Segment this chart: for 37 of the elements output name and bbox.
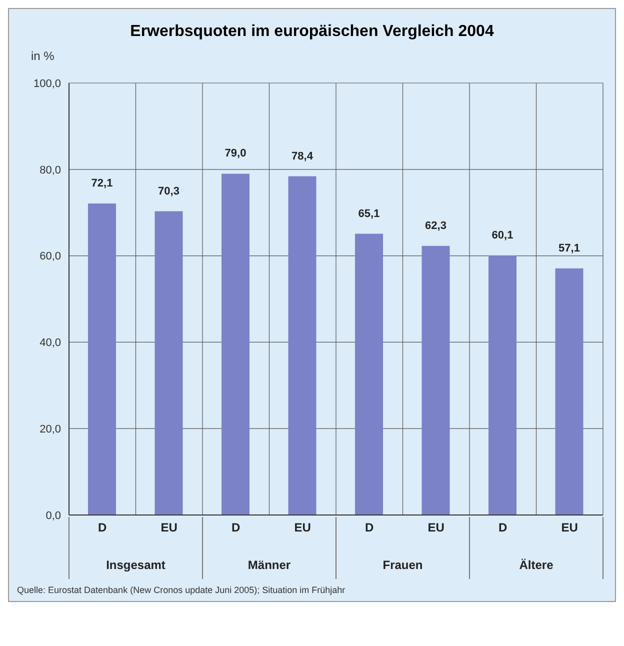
- x-tick-label: EU: [160, 520, 178, 535]
- y-axis-title: in %: [31, 49, 56, 63]
- text: Insgesamt: [106, 558, 166, 572]
- data-label: 70,3: [158, 185, 180, 198]
- text: Männer: [248, 558, 291, 572]
- bar: [488, 255, 516, 515]
- data-label: 78,4: [292, 150, 314, 162]
- text: Frauen: [382, 558, 423, 572]
- y-tick-label: 80,0: [40, 164, 61, 176]
- x-tick-label: D: [498, 520, 508, 535]
- bar: [222, 174, 250, 515]
- y-tick-label: 20,0: [40, 424, 61, 436]
- y-tick-label: 0,0: [46, 510, 61, 522]
- y-tick-label: 40,0: [40, 337, 61, 350]
- data-label: 79,0: [224, 148, 246, 160]
- data-label: 62,3: [425, 220, 446, 232]
- data-label: 65,1: [358, 208, 380, 220]
- bar: [88, 204, 116, 515]
- bar: [154, 211, 183, 515]
- text: Ältere: [519, 558, 554, 572]
- bar: [288, 176, 316, 515]
- data-label: 72,1: [91, 178, 113, 190]
- x-tick-label: D: [365, 520, 374, 535]
- bar: [422, 246, 450, 515]
- x-tick-label: EU: [294, 520, 311, 535]
- data-label: 57,1: [558, 242, 580, 254]
- y-tick-label: 60,0: [40, 250, 61, 263]
- y-tick-label: 100,0: [33, 78, 61, 90]
- source-note: Quelle: Eurostat Datenbank (New Cronos update Juni 2005); Situation im Frühjahr: [16, 584, 346, 597]
- x-tick-label: D: [98, 520, 108, 535]
- x-tick-label: D: [232, 520, 241, 535]
- chart-title: Erwerbsquoten im europäischen Vergleich 2004: [129, 22, 495, 41]
- x-tick-label: EU: [428, 520, 444, 535]
- data-label: 60,1: [492, 229, 514, 242]
- bar: [355, 234, 383, 515]
- x-tick-label: EU: [561, 520, 578, 535]
- bar: [555, 268, 584, 515]
